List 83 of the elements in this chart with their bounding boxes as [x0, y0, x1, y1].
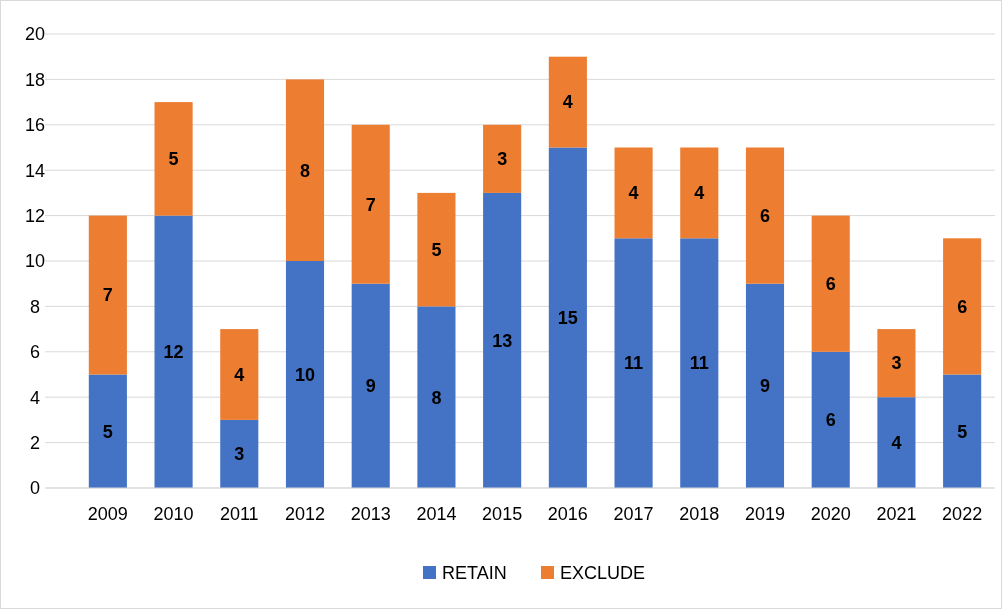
bar: [154, 102, 193, 216]
data-label: 12: [163, 342, 184, 363]
data-label: 13: [492, 330, 513, 351]
y-tick-label: 0: [29, 478, 41, 499]
bar: [548, 147, 587, 488]
y-tick-label: 14: [24, 160, 46, 181]
y-tick-label: 6: [29, 342, 41, 363]
data-label: 9: [759, 376, 771, 397]
bar: [745, 283, 785, 488]
x-tick-label: 2012: [284, 504, 326, 524]
x-tick-label: 2013: [350, 504, 391, 524]
y-tick-label: 18: [24, 69, 46, 90]
y-tick-label: 2: [29, 432, 41, 453]
data-label: 3: [497, 149, 508, 170]
bar: [745, 147, 785, 284]
data-label: 8: [431, 387, 442, 408]
data-label: 6: [825, 274, 836, 294]
bar: [154, 215, 193, 488]
x-tick-label: 2015: [482, 504, 523, 524]
bar: [680, 147, 719, 239]
y-tick-label: 12: [24, 205, 46, 226]
bar: [680, 238, 719, 488]
data-label: 5: [102, 421, 113, 442]
bar: [483, 192, 522, 488]
data-label: 4: [891, 432, 902, 453]
bar: [220, 329, 259, 420]
data-label: 15: [557, 308, 578, 329]
bar: [943, 238, 982, 375]
data-label: 4: [562, 92, 573, 113]
bar: [285, 79, 325, 261]
bar: [877, 397, 916, 488]
bar: [811, 215, 850, 352]
bar: [417, 192, 456, 307]
data-label: 7: [365, 194, 376, 215]
bar: [548, 56, 587, 148]
data-label: 3: [891, 353, 902, 374]
y-tick-label: 16: [24, 115, 46, 136]
x-tick-label: 2009: [87, 504, 128, 524]
data-label: 7: [102, 285, 113, 306]
x-tick-label: 2019: [744, 504, 786, 524]
data-label: 4: [628, 183, 639, 204]
legend-label: EXCLUDE: [560, 563, 646, 584]
data-label: 11: [624, 353, 644, 374]
bar: [614, 147, 653, 239]
x-tick-label: 2016: [547, 504, 588, 524]
data-label: 6: [957, 296, 968, 317]
y-tick-label: 20: [24, 24, 46, 45]
bar: [877, 329, 916, 398]
bar: [614, 238, 653, 488]
x-tick-label: 2020: [810, 504, 851, 524]
x-tick-label: 2021: [876, 504, 917, 524]
bar: [88, 215, 127, 375]
data-label: 6: [759, 205, 771, 226]
bar: [483, 124, 522, 193]
data-label: 4: [234, 364, 245, 385]
data-label: 5: [431, 239, 442, 260]
data-label: 8: [299, 160, 311, 181]
y-tick-label: 8: [29, 296, 41, 317]
bar: [351, 124, 390, 284]
data-label: 5: [168, 149, 179, 170]
bar: [943, 374, 982, 488]
data-label: 11: [689, 353, 709, 374]
data-label: 10: [294, 364, 316, 385]
bar: [811, 351, 850, 488]
bar: [417, 306, 456, 488]
bar: [351, 283, 390, 488]
bar: [88, 374, 127, 488]
x-tick-label: 2018: [679, 504, 720, 524]
x-tick-label: 2022: [942, 504, 983, 524]
legend-label: RETAIN: [442, 563, 507, 584]
bar: [285, 261, 325, 488]
data-label: 9: [365, 376, 376, 397]
x-tick-label: 2010: [153, 504, 194, 524]
y-tick-label: 10: [24, 251, 46, 272]
data-label: 3: [234, 444, 245, 465]
data-label: 5: [957, 421, 968, 442]
data-label: 4: [694, 183, 705, 204]
data-label: 6: [825, 410, 836, 431]
bar: [220, 419, 259, 488]
y-tick-label: 4: [29, 387, 41, 408]
x-tick-label: 2014: [416, 504, 457, 524]
x-tick-label: 2017: [613, 504, 654, 524]
x-tick-label: 2011: [219, 504, 259, 524]
